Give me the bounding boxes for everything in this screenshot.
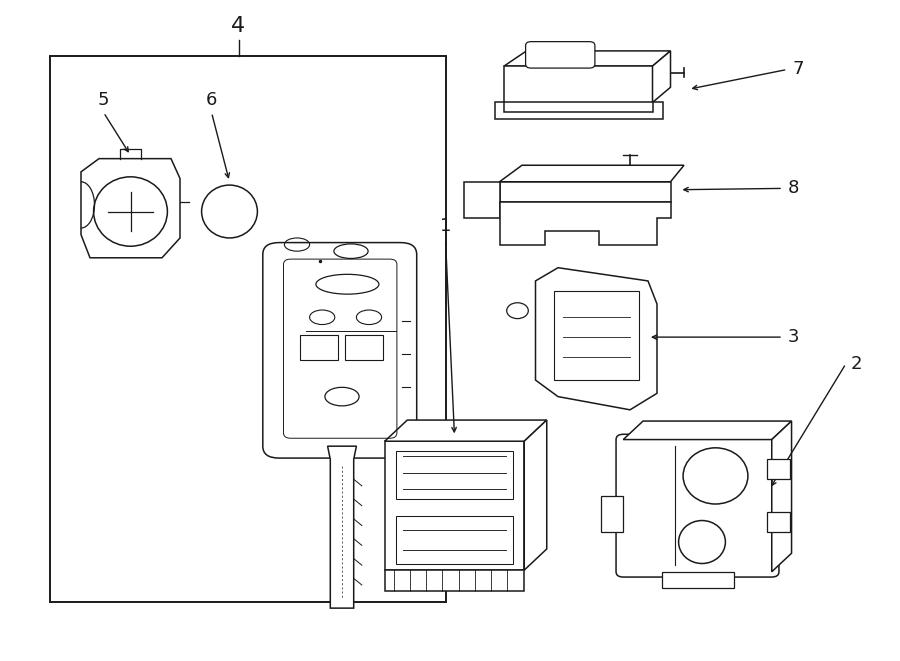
Polygon shape [524,420,547,570]
Text: 7: 7 [792,60,804,79]
FancyBboxPatch shape [263,243,417,458]
Polygon shape [500,182,670,202]
Bar [767,512,790,532]
FancyBboxPatch shape [616,434,778,577]
Bar [50,56,446,602]
Polygon shape [662,572,734,588]
Circle shape [507,303,528,319]
Bar [385,570,524,592]
Polygon shape [601,496,623,532]
Polygon shape [504,66,652,102]
Polygon shape [385,442,524,570]
Polygon shape [328,446,356,608]
Polygon shape [500,202,670,245]
Polygon shape [623,421,792,440]
Text: 4: 4 [231,17,246,36]
Text: 2: 2 [850,354,862,373]
Bar [767,459,790,479]
Polygon shape [500,165,684,182]
Bar [396,516,513,563]
Polygon shape [81,159,180,258]
Text: 1: 1 [440,217,451,235]
Text: 3: 3 [788,328,799,346]
Bar [345,335,382,360]
Bar [396,451,513,499]
Polygon shape [495,102,663,119]
FancyBboxPatch shape [526,42,595,68]
Polygon shape [772,421,792,572]
Bar [300,335,338,360]
Polygon shape [464,182,500,218]
Text: 8: 8 [788,179,799,198]
Text: 6: 6 [206,91,217,109]
Ellipse shape [202,185,257,238]
Text: 5: 5 [98,91,109,109]
Polygon shape [536,268,657,410]
Polygon shape [385,420,547,442]
Polygon shape [652,51,670,102]
Polygon shape [504,51,670,66]
